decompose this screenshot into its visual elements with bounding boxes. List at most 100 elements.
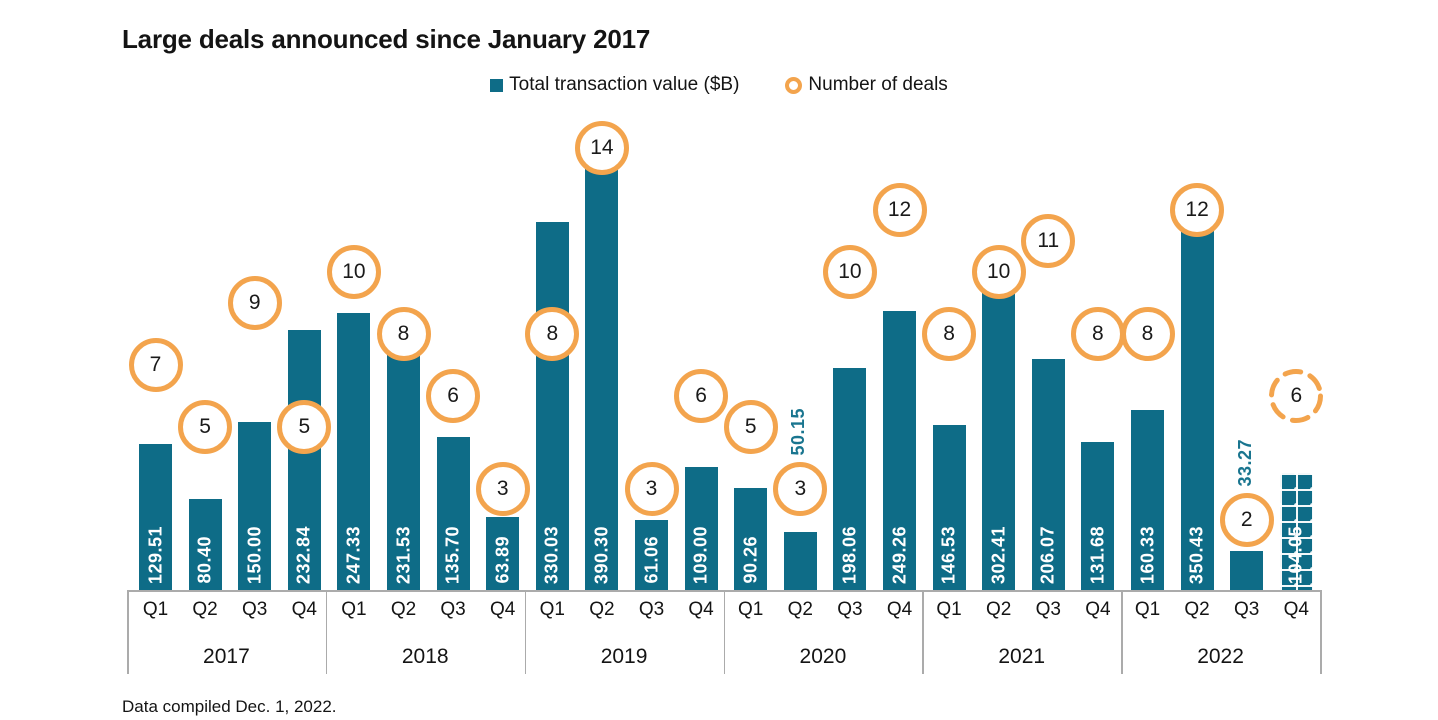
x-tick-2017-Q3: Q3: [242, 599, 268, 620]
bar-value-label-2018-Q4: 63.89: [492, 536, 513, 584]
deal-count-marker-2018-Q3: 6: [426, 369, 481, 423]
bar-value-label-2021-Q1: 146.53: [938, 525, 959, 584]
bar-2019-Q2: 390.30: [585, 154, 619, 590]
deal-count-marker-2020-Q1: 5: [723, 400, 778, 454]
legend-label-number-of-deals: Number of deals: [808, 74, 948, 95]
deal-count-marker-2019-Q3: 3: [624, 462, 679, 516]
bar-2018-Q2: 231.53: [387, 331, 420, 590]
x-tick-2020-Q2: Q2: [787, 599, 813, 620]
x-tick-2017-Q2: Q2: [192, 599, 218, 620]
deal-count-marker-2021-Q3: 11: [1021, 214, 1076, 268]
bar-2020-Q4: 249.26: [883, 311, 916, 590]
year-label-2017: 2017: [203, 645, 250, 668]
x-tick-2021-Q3: Q3: [1035, 599, 1061, 620]
x-tick-2018-Q4: Q4: [490, 599, 516, 620]
chart-title: Large deals announced since January 2017: [122, 24, 651, 54]
deal-count-marker-2019-Q2: 14: [574, 121, 629, 175]
x-tick-2020-Q4: Q4: [886, 599, 913, 620]
deal-count-marker-2017-Q1: 7: [128, 338, 183, 392]
axis-separator: [325, 590, 328, 674]
bar-value-label-2020-Q1: 90.26: [740, 536, 761, 584]
bar-2017-Q3: 150.00: [238, 421, 272, 590]
bar-value-label-2017-Q1: 129.51: [145, 525, 165, 584]
x-tick-2020-Q3: Q3: [837, 599, 863, 620]
bar-2020-Q2: [783, 532, 817, 590]
deal-count-marker-2022-Q3: 2: [1219, 493, 1274, 547]
bar-value-label-2019-Q2: 390.30: [591, 525, 612, 584]
deal-count-marker-2017-Q4: 5: [277, 400, 332, 454]
deal-count-marker-2020-Q4: 12: [872, 183, 927, 237]
deal-series-ring-icon: [785, 76, 803, 94]
deal-count-marker-2022-Q2: 12: [1170, 183, 1225, 237]
year-label-2020: 2020: [799, 645, 847, 668]
bar-value-label-2019-Q1: 330.03: [541, 525, 562, 584]
year-label-2019: 2019: [600, 645, 648, 668]
bar-2019-Q1: 330.03: [535, 221, 569, 590]
bar-value-label-2021-Q3: 206.07: [1037, 525, 1058, 584]
deal-count-marker-2018-Q1: 10: [326, 245, 381, 299]
bar-2017-Q4: 232.84: [287, 329, 321, 590]
bar-2017-Q2: 80.40: [188, 498, 222, 590]
bar-value-label-2020-Q4: 249.26: [889, 525, 909, 584]
bar-value-label-2022-Q1: 160.33: [1137, 525, 1157, 584]
x-tick-2019-Q2: Q2: [589, 599, 615, 620]
bar-value-label-2021-Q2: 302.41: [988, 525, 1009, 584]
bar-value-label-2022-Q3: 33.27: [1234, 439, 1255, 487]
bar-value-label-2022-Q4: 104.05: [1285, 525, 1306, 584]
axis-separator: [1320, 590, 1322, 674]
bar-2021-Q1: 146.53: [932, 425, 966, 590]
chart-legend: Total transaction value ($B) Number of d…: [0, 74, 1438, 96]
axis-separator: [922, 590, 924, 674]
bar-2021-Q3: 206.07: [1031, 359, 1065, 590]
deal-count-marker-2018-Q4: 3: [475, 462, 530, 516]
x-tick-2018-Q2: Q2: [390, 599, 417, 620]
deal-count-marker-2022-Q4: 6: [1269, 369, 1324, 423]
bar-2017-Q1: 129.51: [139, 444, 172, 590]
bar-value-label-2020-Q2: 50.15: [788, 408, 809, 456]
x-tick-2022-Q4: Q4: [1283, 599, 1309, 620]
dashed-ring-icon: [1269, 369, 1324, 423]
x-tick-2019-Q1: Q1: [539, 599, 565, 620]
chart-footnote: Data compiled Dec. 1, 2022.: [122, 697, 337, 716]
deal-count-marker-2021-Q2: 10: [971, 245, 1026, 299]
axis-separator: [723, 590, 725, 674]
bar-2019-Q4: 109.00: [684, 467, 718, 590]
x-tick-2021-Q2: Q2: [986, 599, 1012, 620]
bar-2021-Q4: 131.68: [1081, 441, 1115, 590]
year-label-2018: 2018: [401, 645, 449, 668]
legend-item-number-of-deals: Number of deals: [785, 74, 948, 96]
deal-count-marker-2022-Q1: 8: [1120, 307, 1175, 361]
bar-value-label-2018-Q1: 247.33: [343, 525, 364, 584]
bar-value-label-2020-Q3: 198.06: [839, 525, 860, 584]
x-tick-2019-Q4: Q4: [688, 599, 714, 620]
bar-2019-Q3: 61.06: [635, 520, 668, 590]
bar-value-label-2017-Q4: 232.84: [293, 525, 314, 584]
x-tick-2021-Q4: Q4: [1085, 599, 1111, 620]
year-label-2022: 2022: [1197, 645, 1244, 668]
bar-2018-Q1: 247.33: [337, 313, 371, 590]
bar-2018-Q3: 135.70: [436, 437, 470, 590]
bar-2020-Q3: 198.06: [833, 368, 867, 590]
x-tick-2021-Q1: Q1: [936, 599, 962, 620]
deal-count-marker-2021-Q4: 8: [1070, 307, 1125, 361]
deal-count-marker-2017-Q2: 5: [178, 400, 233, 454]
legend-item-transaction-value: Total transaction value ($B): [490, 74, 739, 96]
bar-2022-Q3: [1230, 551, 1264, 590]
deal-count-marker-2021-Q1: 8: [922, 307, 977, 361]
x-tick-2018-Q3: Q3: [440, 599, 466, 620]
deal-count-marker-2020-Q3: 10: [822, 245, 877, 299]
year-label-2021: 2021: [998, 645, 1046, 668]
bar-value-label-2021-Q4: 131.68: [1087, 525, 1108, 584]
axis-separator: [127, 590, 129, 674]
bar-2022-Q2: 350.43: [1180, 199, 1214, 590]
x-tick-2019-Q3: Q3: [638, 599, 665, 620]
x-tick-2022-Q1: Q1: [1134, 599, 1161, 620]
deal-count-marker-2020-Q2: 3: [773, 462, 828, 516]
bar-2022-Q4: 104.05: [1279, 472, 1313, 590]
x-tick-2017-Q4: Q4: [291, 599, 317, 620]
bar-2018-Q4: 63.89: [486, 517, 520, 590]
bar-value-label-2018-Q2: 231.53: [393, 525, 413, 584]
bar-2021-Q2: 302.41: [982, 252, 1016, 590]
x-tick-2017-Q1: Q1: [142, 599, 169, 620]
